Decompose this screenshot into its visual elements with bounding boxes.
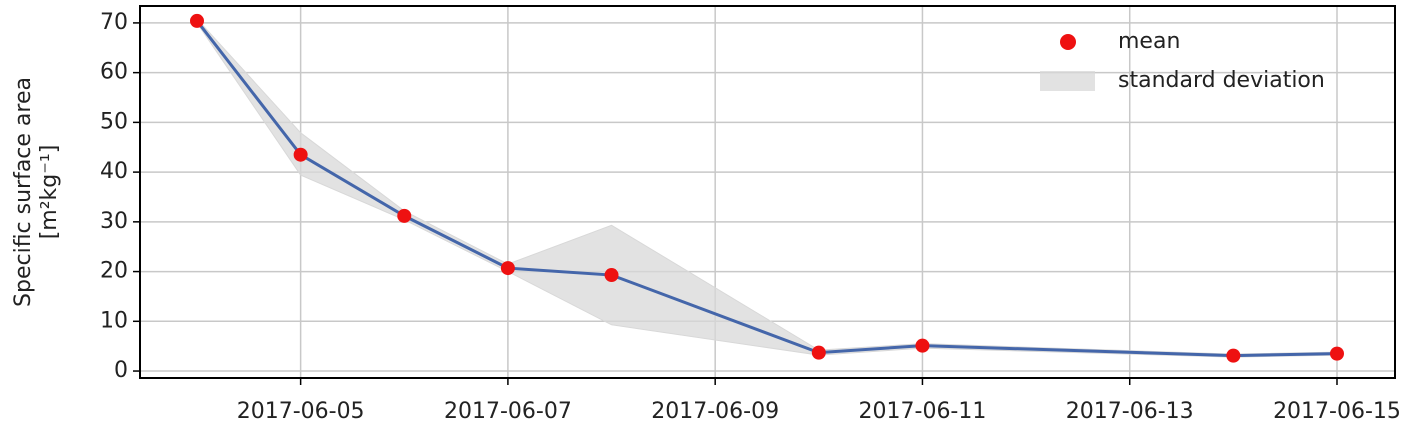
y-tick-label: 40 bbox=[100, 159, 128, 184]
legend-label: mean bbox=[1118, 29, 1180, 54]
x-tick-label: 2017-06-15 bbox=[1273, 399, 1401, 424]
mean-point bbox=[811, 345, 826, 360]
x-tick-label: 2017-06-07 bbox=[444, 399, 572, 424]
mean-point bbox=[604, 268, 619, 283]
legend-marker bbox=[1060, 34, 1076, 50]
legend-label: standard deviation bbox=[1118, 68, 1325, 93]
y-tick-label: 30 bbox=[100, 209, 128, 234]
mean-point bbox=[293, 147, 308, 162]
x-tick-label: 2017-06-09 bbox=[651, 399, 779, 424]
mean-point bbox=[189, 13, 204, 28]
mean-point bbox=[1226, 348, 1241, 363]
y-tick-label: 60 bbox=[100, 60, 128, 85]
mean-point bbox=[1329, 346, 1344, 361]
mean-point bbox=[500, 261, 515, 276]
y-tick-label: 50 bbox=[100, 109, 128, 134]
x-tick-label: 2017-06-13 bbox=[1066, 399, 1194, 424]
x-tick-label: 2017-06-11 bbox=[859, 399, 987, 424]
mean-point bbox=[397, 208, 412, 223]
y-tick-label: 70 bbox=[100, 10, 128, 35]
plot-frame bbox=[139, 5, 1396, 379]
mean-point bbox=[915, 338, 930, 353]
x-tick-label: 2017-06-05 bbox=[237, 399, 365, 424]
y-tick-label: 10 bbox=[100, 308, 128, 333]
y-tick-label: 0 bbox=[114, 358, 128, 383]
y-axis-label: Specific surface area bbox=[11, 77, 36, 307]
legend-marker bbox=[1040, 71, 1095, 91]
y-tick-label: 20 bbox=[100, 259, 128, 284]
y-axis-label: [m²kg⁻¹] bbox=[37, 145, 62, 240]
